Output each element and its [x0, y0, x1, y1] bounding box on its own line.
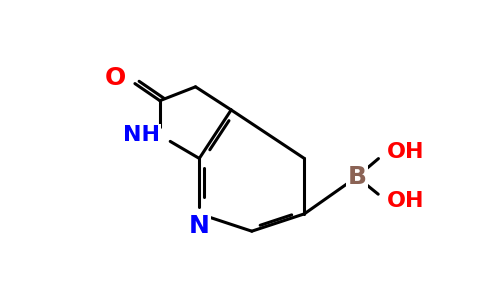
Text: B: B: [348, 165, 366, 189]
Text: N: N: [189, 214, 210, 238]
Text: O: O: [105, 66, 126, 90]
Text: OH: OH: [387, 191, 424, 211]
Text: OH: OH: [387, 142, 424, 161]
Text: NH: NH: [123, 125, 160, 145]
